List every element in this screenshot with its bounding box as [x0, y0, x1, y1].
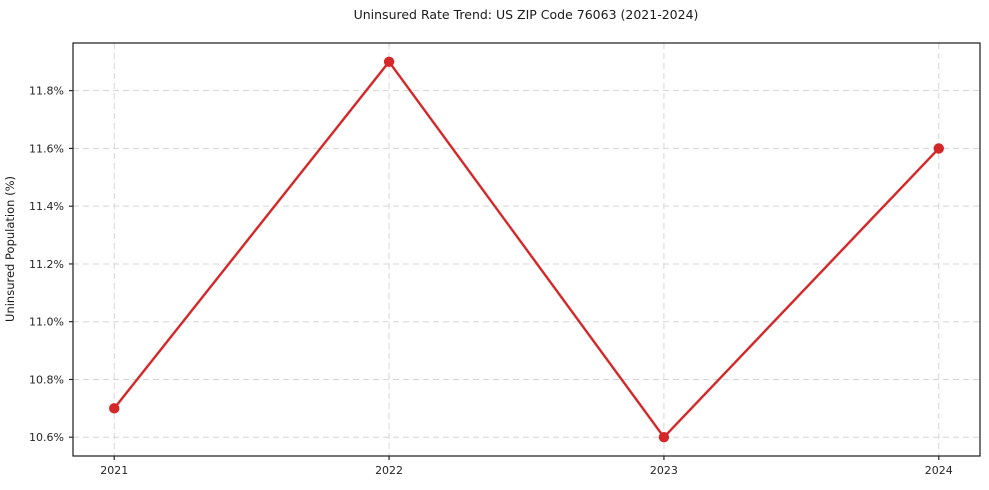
y-tick-label: 11.0% — [29, 316, 64, 329]
y-tick-label: 11.4% — [29, 200, 64, 213]
data-point-2022 — [383, 56, 395, 67]
y-tick-label: 10.6% — [29, 431, 64, 444]
axis-layer: 10.6% 10.8% 11.0% 11.2% 11.4% 11.6% 11.8% 2021 2… — [29, 42, 981, 477]
y-tick-label: 10.8% — [29, 373, 64, 386]
y-tick-label: 11.8% — [29, 85, 64, 98]
data-line-uninsured-rate — [113, 60, 940, 439]
y-axis-label: Uninsured Population (%) — [3, 176, 17, 322]
data-point-2024 — [933, 143, 944, 154]
data-point-2023 — [658, 432, 670, 443]
y-tick-label: 11.6% — [29, 142, 64, 155]
data-series-layer — [109, 56, 944, 443]
grid-layer — [73, 43, 980, 456]
data-point-2021 — [109, 403, 120, 414]
y-tick-label: 11.2% — [29, 258, 64, 271]
x-tick-label: 2022 — [375, 464, 403, 477]
x-tick-label: 2021 — [100, 464, 128, 477]
x-tick-label: 2023 — [650, 464, 678, 477]
x-tick-label: 2024 — [925, 464, 953, 477]
chart-title: Uninsured Rate Trend: US ZIP Code 76063 … — [354, 7, 699, 22]
plot-box-spines — [72, 42, 981, 457]
